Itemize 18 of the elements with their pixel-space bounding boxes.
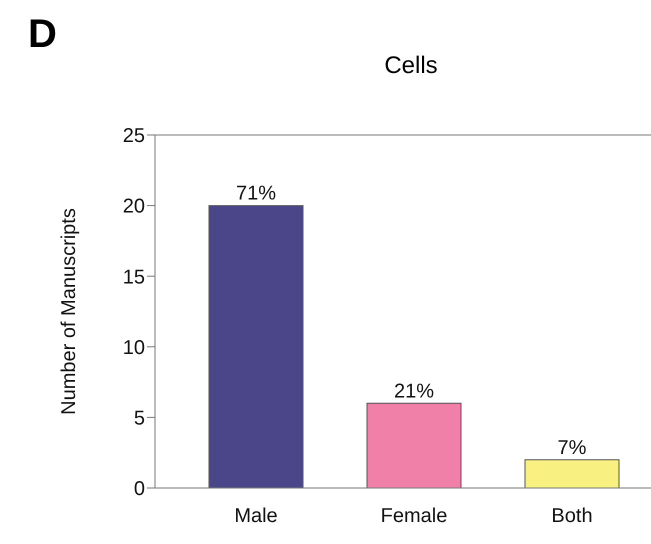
y-tick-label: 20: [122, 196, 145, 218]
x-tick-label: Both: [551, 505, 593, 528]
bar: [208, 205, 304, 488]
x-tick-label: Male: [234, 505, 278, 528]
text: D: [28, 12, 57, 57]
y-tick-label: 10: [122, 336, 145, 359]
x-tick-label: Female: [380, 505, 448, 528]
bar: [366, 402, 462, 488]
annotation: 21%: [394, 380, 434, 402]
annotation: 71%: [236, 182, 276, 205]
y-tick-label: 5: [134, 408, 145, 430]
y-tick-label: 25: [122, 125, 145, 148]
y-tick-label: 0: [134, 478, 145, 500]
y-axis-title: Number of Manuscripts: [58, 208, 80, 415]
annotation: 7%: [558, 436, 587, 459]
bar: [524, 459, 620, 488]
y-tick-label: 15: [122, 266, 145, 288]
chart-title: Cells: [383, 52, 439, 80]
